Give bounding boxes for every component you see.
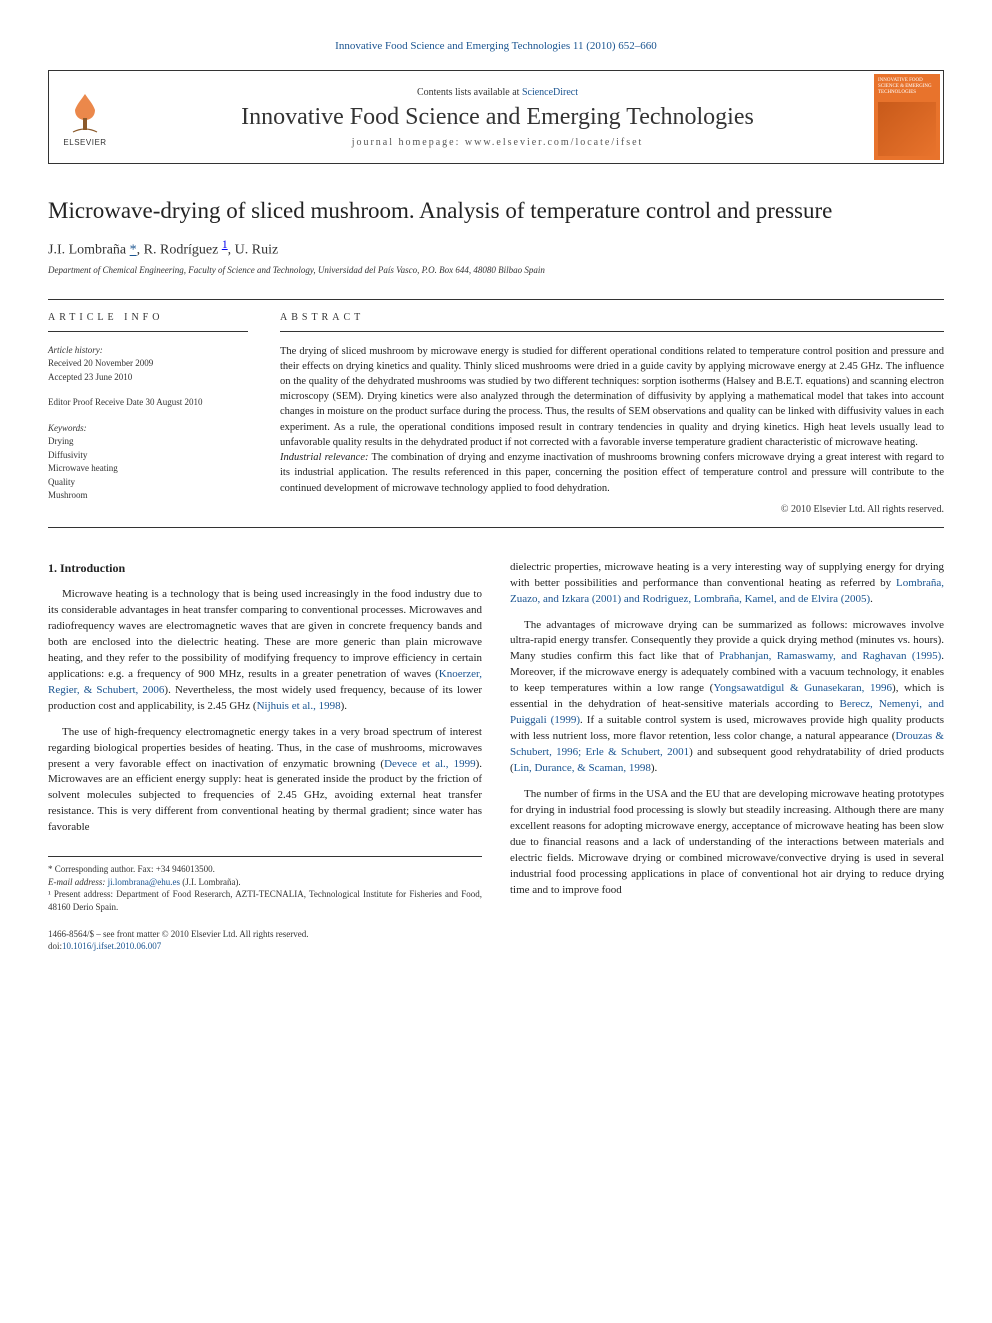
keyword-item: Mushroom	[48, 489, 248, 503]
p1-text-c: ).	[341, 700, 347, 712]
ref-prabhanjan-1995[interactable]: Prabhanjan, Ramaswamy, and Raghavan (199…	[719, 650, 941, 662]
journal-name: Innovative Food Science and Emerging Tec…	[121, 104, 874, 131]
right-paragraph-3: The number of firms in the USA and the E…	[510, 787, 944, 899]
corresponding-email-link[interactable]: ji.lombrana@ehu.es	[108, 877, 180, 887]
ref-nijhuis-1998[interactable]: Nijhuis et al., 1998	[257, 700, 341, 712]
rp1-text-b: .	[870, 593, 873, 605]
publisher-logo-text: ELSEVIER	[63, 138, 106, 147]
body-right-column: dielectric properties, microwave heating…	[510, 560, 944, 953]
page-root: Innovative Food Science and Emerging Tec…	[0, 0, 992, 993]
rp3-text: The number of firms in the USA and the E…	[510, 788, 944, 896]
email-who: (J.I. Lombraña).	[182, 877, 240, 887]
right-paragraph-2: The advantages of microwave drying can b…	[510, 618, 944, 777]
author-2-footnote-mark[interactable]: 1	[222, 238, 228, 251]
keywords-label: Keywords:	[48, 422, 248, 436]
affiliation: Department of Chemical Engineering, Facu…	[48, 265, 944, 275]
author-1: J.I. Lombraña	[48, 243, 126, 258]
doi-line: doi:10.1016/j.ifset.2010.06.007	[48, 940, 482, 953]
abstract-heading: ABSTRACT	[280, 312, 944, 332]
body-left-column: 1. Introduction Microwave heating is a t…	[48, 560, 482, 953]
doi-block: 1466-8564/$ – see front matter © 2010 El…	[48, 928, 482, 953]
received-date: Received 20 November 2009	[48, 357, 248, 371]
cover-image-placeholder	[878, 102, 936, 156]
keyword-item: Microwave heating	[48, 462, 248, 476]
doi-link[interactable]: 10.1016/j.ifset.2010.06.007	[62, 941, 161, 951]
keyword-item: Quality	[48, 476, 248, 490]
contents-available-line: Contents lists available at ScienceDirec…	[121, 87, 874, 98]
intro-paragraph-1: Microwave heating is a technology that i…	[48, 587, 482, 715]
cover-label: INNOVATIVE FOOD SCIENCE & EMERGING TECHN…	[878, 78, 936, 96]
author-2: R. Rodríguez	[144, 243, 219, 258]
introduction-heading: 1. Introduction	[48, 560, 482, 577]
header-center: Contents lists available at ScienceDirec…	[121, 79, 874, 156]
publisher-logo: ELSEVIER	[49, 71, 121, 163]
corresponding-author-mark[interactable]: *	[130, 243, 137, 258]
editor-proof-date: Editor Proof Receive Date 30 August 2010	[48, 396, 248, 410]
ref-devece-1999[interactable]: Devece et al., 1999	[384, 758, 475, 770]
corresponding-author-footnote: * Corresponding author. Fax: +34 9460135…	[48, 863, 482, 876]
industrial-relevance-text: The combination of drying and enzyme ina…	[280, 452, 944, 493]
editor-proof-block: Editor Proof Receive Date 30 August 2010	[48, 396, 248, 410]
journal-homepage-line: journal homepage: www.elsevier.com/locat…	[121, 137, 874, 148]
footnotes-block: * Corresponding author. Fax: +34 9460135…	[48, 856, 482, 913]
email-footnote: E-mail address: ji.lombrana@ehu.es (J.I.…	[48, 876, 482, 889]
rp2-text-f: ).	[651, 762, 657, 774]
journal-header: ELSEVIER Contents lists available at Sci…	[48, 70, 944, 164]
running-head: Innovative Food Science and Emerging Tec…	[48, 40, 944, 52]
abstract-column: ABSTRACT The drying of sliced mushroom b…	[280, 312, 944, 515]
rp1-text-a: dielectric properties, microwave heating…	[510, 561, 944, 589]
right-paragraph-1: dielectric properties, microwave heating…	[510, 560, 944, 608]
doi-label: doi:	[48, 941, 62, 951]
present-address-footnote: ¹ Present address: Department of Food Re…	[48, 888, 482, 913]
ref-yongsawatdigul-1996[interactable]: Yongsawatdigul & Gunasekaran, 1996	[713, 682, 892, 694]
intro-paragraph-2: The use of high-frequency electromagneti…	[48, 725, 482, 837]
article-info-column: ARTICLE INFO Article history: Received 2…	[48, 312, 248, 515]
article-history: Article history: Received 20 November 20…	[48, 344, 248, 385]
keyword-item: Drying	[48, 435, 248, 449]
info-abstract-row: ARTICLE INFO Article history: Received 2…	[48, 299, 944, 528]
contents-prefix: Contents lists available at	[417, 87, 522, 98]
abstract-main-text: The drying of sliced mushroom by microwa…	[280, 346, 944, 448]
issn-copyright-line: 1466-8564/$ – see front matter © 2010 El…	[48, 928, 482, 941]
ref-lin-1998[interactable]: Lin, Durance, & Scaman, 1998	[514, 762, 651, 774]
accepted-date: Accepted 23 June 2010	[48, 371, 248, 385]
author-3: U. Ruiz	[235, 243, 279, 258]
sciencedirect-link[interactable]: ScienceDirect	[522, 87, 578, 98]
author-list: J.I. Lombraña *, R. Rodríguez 1, U. Ruiz	[48, 238, 944, 259]
body-two-column: 1. Introduction Microwave heating is a t…	[48, 560, 944, 953]
journal-cover-thumbnail: INNOVATIVE FOOD SCIENCE & EMERGING TECHN…	[874, 74, 940, 160]
elsevier-tree-icon	[61, 88, 109, 136]
homepage-url: www.elsevier.com/locate/ifset	[465, 137, 643, 148]
keywords-block: Keywords: Drying Diffusivity Microwave h…	[48, 422, 248, 503]
industrial-relevance-label: Industrial relevance:	[280, 452, 369, 463]
article-info-heading: ARTICLE INFO	[48, 312, 248, 332]
p1-text-a: Microwave heating is a technology that i…	[48, 588, 482, 680]
article-title: Microwave-drying of sliced mushroom. Ana…	[48, 196, 944, 226]
abstract-copyright: © 2010 Elsevier Ltd. All rights reserved…	[280, 504, 944, 515]
history-label: Article history:	[48, 344, 248, 358]
running-head-link[interactable]: Innovative Food Science and Emerging Tec…	[335, 40, 657, 52]
email-label: E-mail address:	[48, 877, 105, 887]
abstract-body: The drying of sliced mushroom by microwa…	[280, 344, 944, 496]
homepage-prefix: journal homepage:	[352, 137, 465, 148]
keyword-item: Diffusivity	[48, 449, 248, 463]
